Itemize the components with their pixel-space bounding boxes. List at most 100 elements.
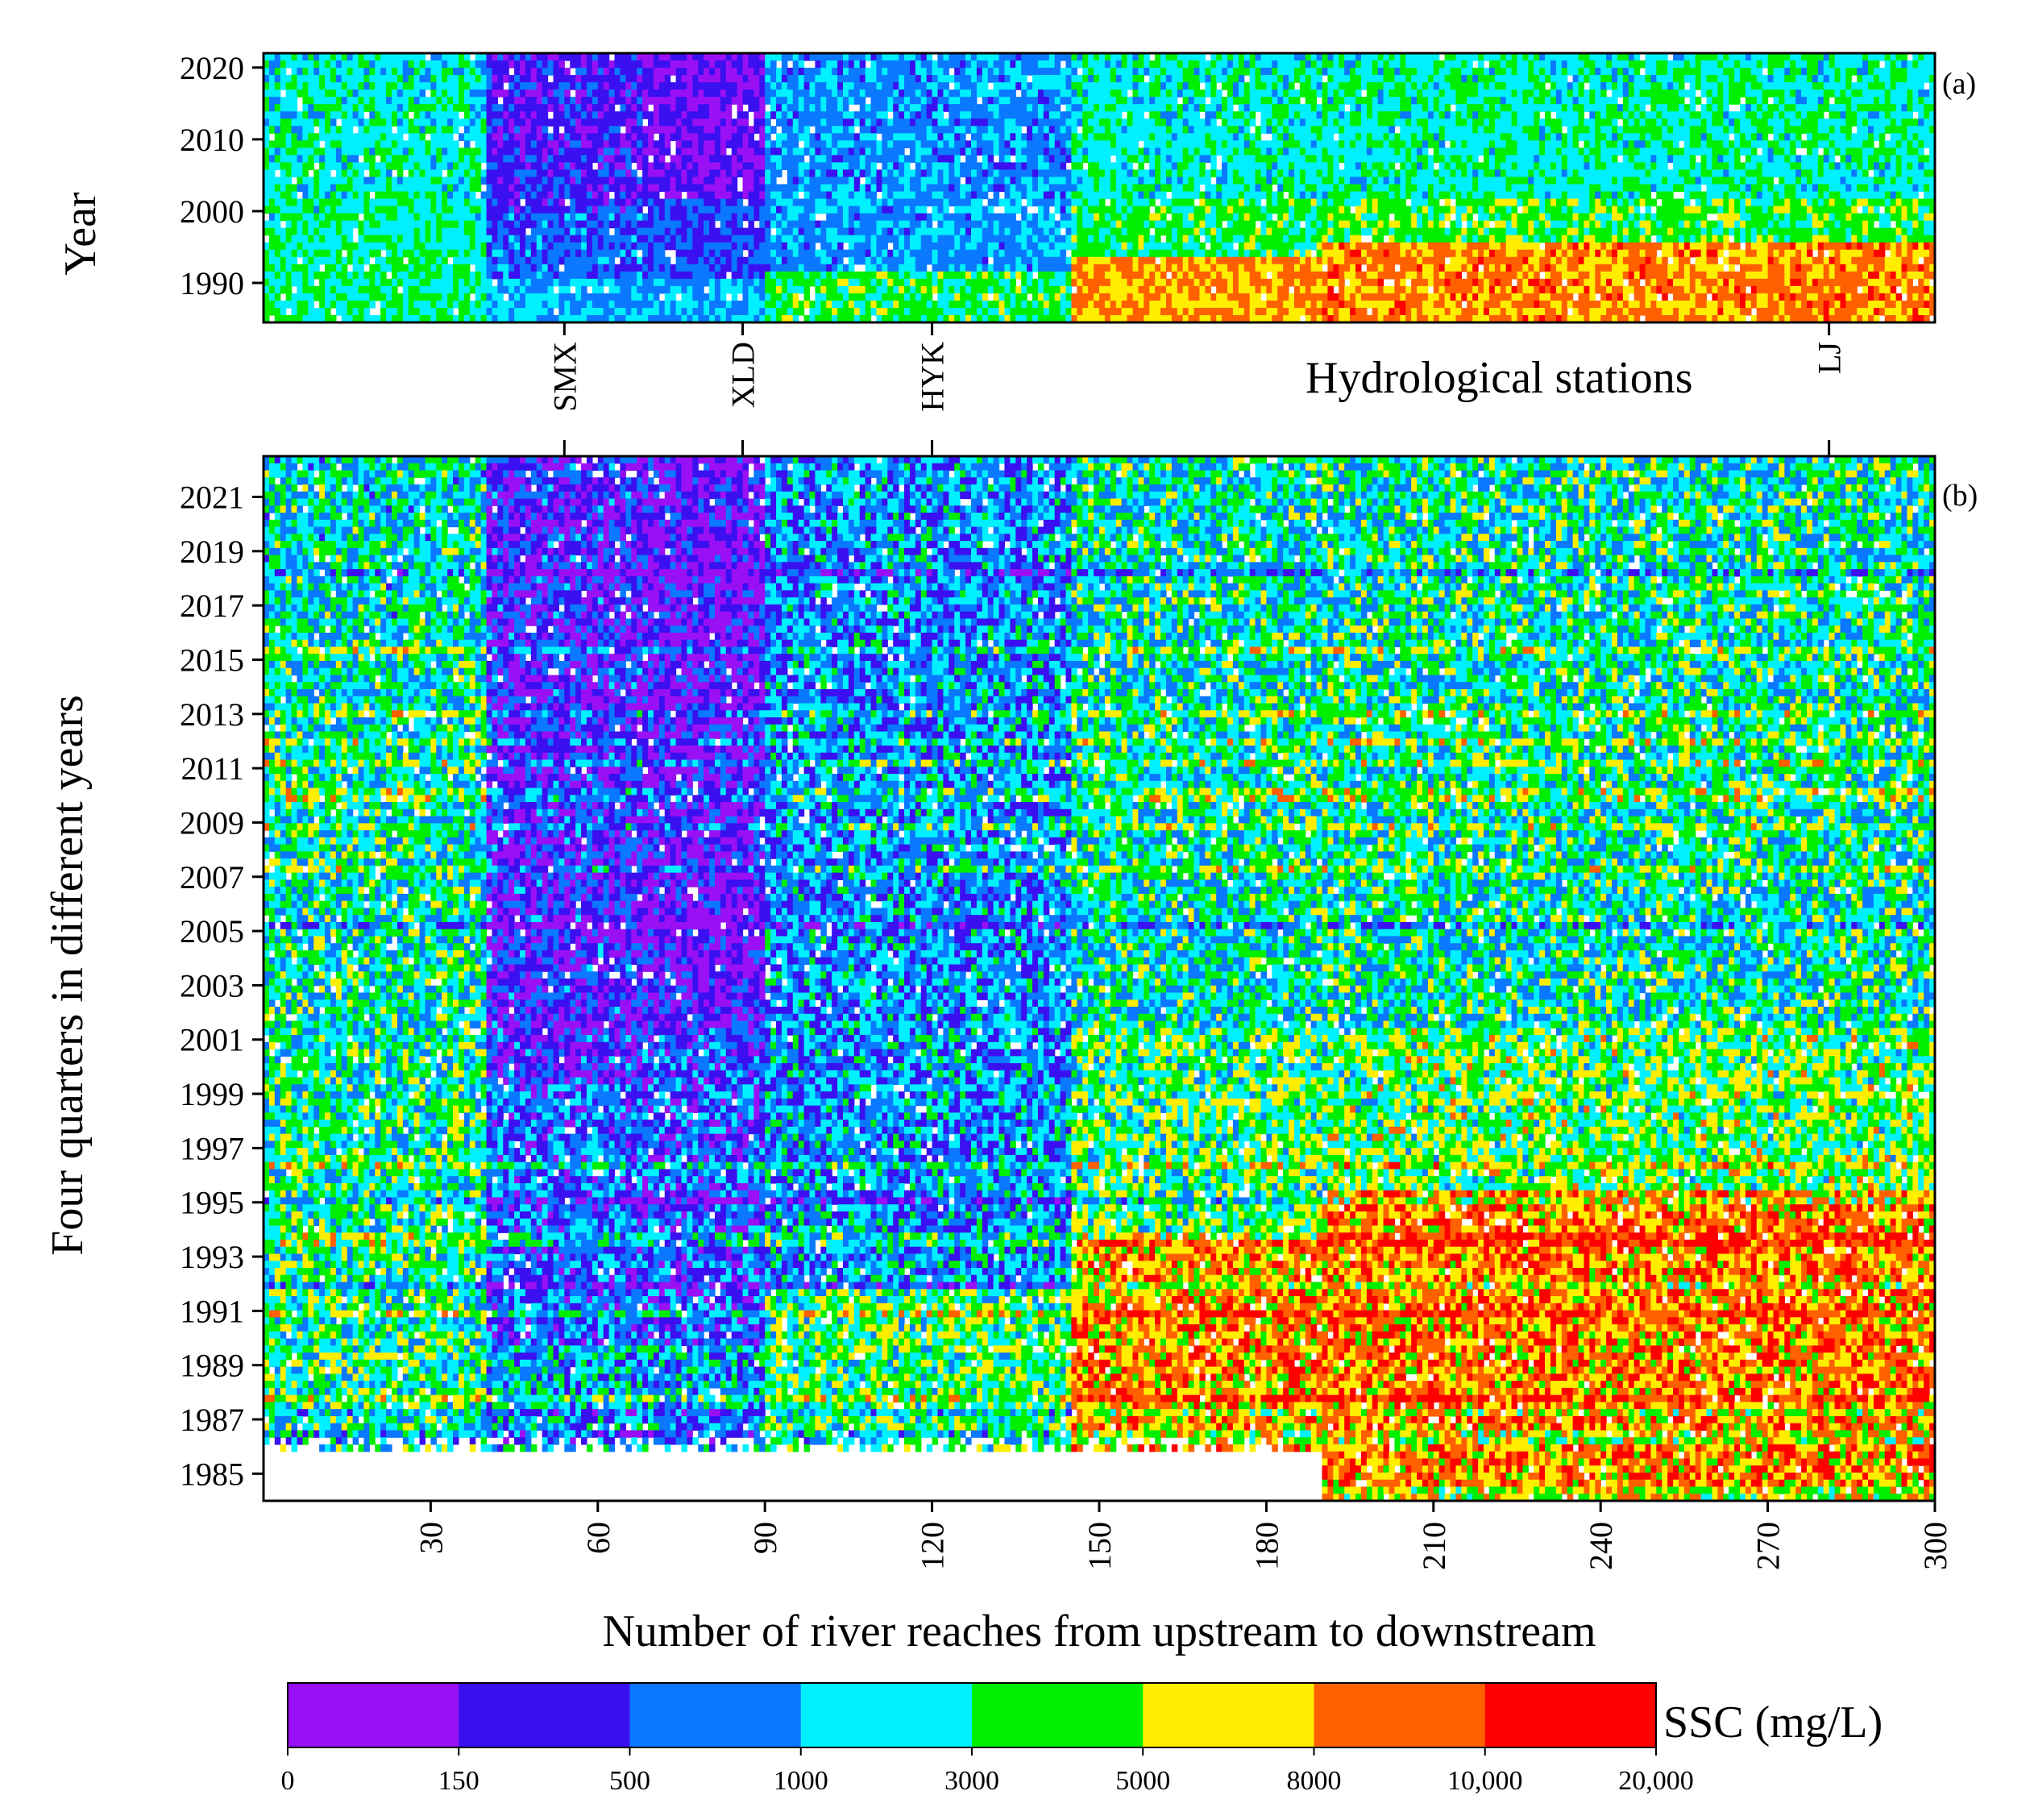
heat-cell (525, 68, 532, 76)
heat-cell (1550, 60, 1557, 69)
heat-cell (665, 60, 671, 69)
heat-cell (464, 60, 471, 69)
heat-cell (280, 60, 287, 69)
heat-cell (1851, 60, 1858, 69)
heat-cell (297, 60, 303, 69)
heat-cell (1105, 60, 1111, 69)
heat-cell (459, 68, 465, 76)
heat-cell (587, 68, 593, 76)
heat-cell (1428, 60, 1434, 69)
heat-cell (921, 60, 928, 69)
heat-cell (1082, 60, 1089, 69)
heat-cell (960, 60, 966, 69)
heat-cell (1795, 60, 1802, 69)
heat-cell (1445, 60, 1451, 69)
heat-cell (1272, 60, 1278, 69)
heat-cell (447, 68, 454, 76)
heat-cell (1673, 60, 1679, 69)
heat-cell (470, 68, 476, 76)
heat-cell (1055, 60, 1061, 69)
heat-cell (481, 68, 488, 76)
heat-cell (659, 60, 666, 69)
heat-cell (748, 60, 754, 69)
heat-cell (826, 60, 832, 69)
heat-cell (1784, 60, 1791, 69)
heat-cell (1227, 60, 1234, 69)
heat-cell (1729, 60, 1735, 69)
heat-cell (837, 60, 844, 69)
heat-cell (375, 68, 381, 76)
heat-cell (520, 68, 526, 76)
heat-cell (347, 68, 354, 76)
heat-cell (1177, 60, 1184, 69)
heat-cell (849, 60, 855, 69)
heat-cell (1260, 60, 1267, 69)
heat-cell (1116, 60, 1123, 69)
heat-cell (1322, 60, 1329, 69)
heat-cell (575, 68, 582, 76)
heat-cell (1422, 60, 1429, 69)
heat-cell (470, 60, 476, 69)
heat-cell (1589, 60, 1596, 69)
heat-cell (1099, 60, 1106, 69)
heat-cell (965, 60, 972, 69)
heat-cell (1327, 60, 1334, 69)
heat-cell (1567, 60, 1574, 69)
heat-cell (631, 60, 637, 69)
heat-cell (353, 60, 359, 69)
heat-cell (954, 60, 961, 69)
heat-cell (1650, 60, 1657, 69)
heat-cell (537, 68, 543, 76)
heat-cell (386, 60, 392, 69)
heat-cell (715, 60, 721, 69)
heat-cell (308, 60, 314, 69)
heat-cell (1696, 60, 1702, 69)
heat-cell (414, 68, 421, 76)
heat-cell (1144, 60, 1150, 69)
heat-cell (637, 60, 643, 69)
heat-cell (1528, 60, 1534, 69)
heat-cell (1584, 60, 1590, 69)
heat-cell (442, 68, 448, 76)
heat-cell (1512, 60, 1518, 69)
heat-cell (1835, 60, 1841, 69)
heat-cell (1384, 60, 1390, 69)
heat-cell (1623, 60, 1629, 69)
heat-cell (1573, 60, 1579, 69)
heat-cell (915, 60, 922, 69)
heat-cell (292, 60, 298, 69)
heat-cell (854, 60, 861, 69)
heat-cell (425, 60, 431, 69)
heat-cell (1545, 60, 1551, 69)
heat-cell (1717, 60, 1724, 69)
heat-cell (910, 60, 916, 69)
heat-cell (319, 60, 326, 69)
heat-cell (269, 68, 276, 76)
heat-cell (609, 60, 616, 69)
heat-cell (654, 60, 660, 69)
heat-cell (1205, 60, 1211, 69)
heat-cell (369, 60, 376, 69)
heat-cell (971, 60, 978, 69)
heat-cell (1600, 60, 1607, 69)
heat-cell (1629, 60, 1635, 69)
heat-cell (359, 60, 365, 69)
heat-cell (492, 68, 498, 76)
heat-cell (475, 60, 482, 69)
heat-cell (302, 60, 309, 69)
heat-cell (1818, 60, 1824, 69)
heat-cell (893, 60, 899, 69)
heat-cell (704, 60, 710, 69)
heat-cell (1723, 60, 1729, 69)
heat-cell (430, 60, 437, 69)
heat-cell (1277, 60, 1284, 69)
heat-cell (531, 68, 538, 76)
heat-cell (353, 68, 359, 76)
heat-cell (799, 60, 805, 69)
heat-cell (1646, 60, 1652, 69)
heat-cell (949, 60, 955, 69)
heat-cell (1132, 60, 1139, 69)
heat-cell (1194, 60, 1201, 69)
heat-cell (308, 68, 314, 76)
heat-cell (882, 60, 888, 69)
